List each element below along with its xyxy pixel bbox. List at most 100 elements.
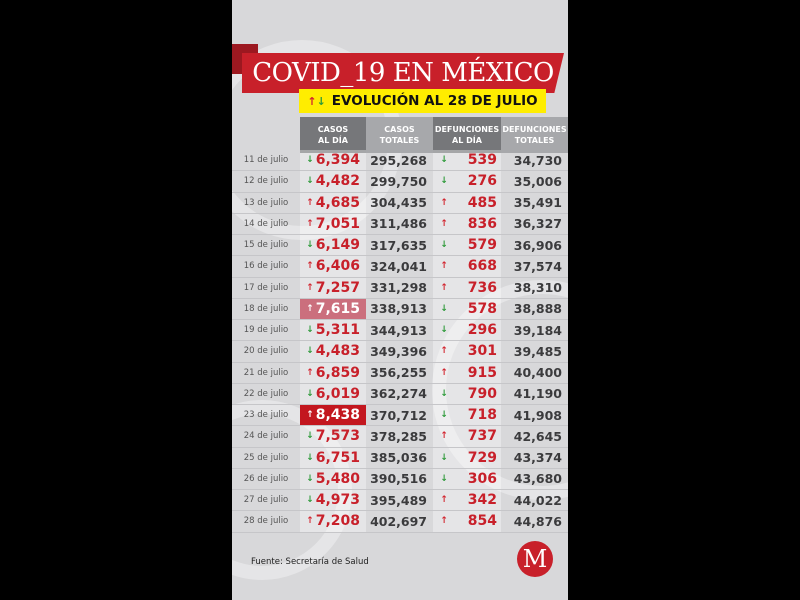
milenio-logo: M (517, 541, 553, 577)
header-cases-total: CASOS TOTALES (366, 117, 433, 153)
cases-total: 378,285 (370, 428, 427, 444)
cases-total-cell: 338,913 (366, 299, 433, 319)
deaths-total: 34,730 (513, 152, 562, 168)
date-cell: 16 de julio (232, 256, 300, 276)
date: 27 de julio (243, 495, 289, 506)
cases-total-cell: 378,285 (366, 426, 433, 446)
cases-day-cell: ↑ 8,438 (300, 405, 366, 426)
source-note: Fuente: Secretaría de Salud (251, 557, 369, 567)
arrow-up-icon: ↑ (306, 367, 314, 378)
deaths-total-cell: 43,680 (501, 469, 568, 489)
arrow-down-icon: ↓ (440, 452, 448, 463)
deaths-day-cell: ↑ 836 (433, 213, 501, 234)
date-cell: 26 de julio (232, 469, 300, 489)
cases-day-cell: ↓ 6,751 (300, 447, 366, 468)
cases-total: 304,435 (370, 195, 427, 211)
arrow-down-icon: ↓ (306, 176, 314, 187)
deaths-day-cell: ↑ 485 (433, 192, 501, 213)
header-deaths-total: DEFUNCIONES TOTALES (501, 117, 568, 153)
cases-day: 7,573 (315, 428, 360, 445)
table-row: 19 de julio ↓ 5,311 344,913 ↓ 296 39,184 (232, 320, 568, 342)
deaths-total-cell: 36,327 (501, 214, 568, 234)
deaths-day: 729 (467, 449, 497, 466)
cases-total: 385,036 (370, 450, 427, 466)
deaths-total: 35,491 (513, 195, 562, 211)
arrow-down-icon: ↓ (306, 388, 314, 399)
date-cell: 21 de julio (232, 363, 300, 383)
table-header: CASOS AL DÍA CASOS TOTALES DEFUNCIONES A… (232, 117, 568, 153)
cases-day: 7,257 (315, 279, 360, 296)
cases-total: 395,489 (370, 492, 427, 508)
date: 26 de julio (243, 473, 289, 484)
date: 18 de julio (243, 303, 289, 314)
date: 23 de julio (243, 410, 289, 421)
arrow-down-icon: ↓ (440, 303, 448, 314)
table-row: 24 de julio ↓ 7,573 378,285 ↑ 737 42,645 (232, 426, 568, 448)
arrow-down-icon: ↓ (440, 176, 448, 187)
arrow-down-icon: ↓ (306, 431, 314, 442)
cases-day-cell: ↑ 7,257 (300, 277, 366, 298)
deaths-day-cell: ↑ 854 (433, 511, 501, 532)
cases-day-cell: ↓ 5,480 (300, 468, 366, 489)
date: 25 de julio (243, 452, 289, 463)
arrow-up-icon: ↑ (440, 431, 448, 442)
date-cell: 18 de julio (232, 299, 300, 319)
cases-total: 356,255 (370, 365, 427, 381)
deaths-day: 737 (467, 428, 497, 445)
cases-day-cell: ↓ 6,019 (300, 383, 366, 404)
cases-day: 4,685 (315, 194, 360, 211)
deaths-day-cell: ↑ 915 (433, 362, 501, 383)
table-row: 13 de julio ↑ 4,685 304,435 ↑ 485 35,491 (232, 192, 568, 214)
cases-total: 311,486 (370, 216, 427, 232)
subtitle-bar: ↑↓ EVOLUCIÓN AL 28 DE JULIO (299, 89, 546, 113)
deaths-total: 44,876 (513, 513, 562, 529)
cases-day-cell: ↓ 7,573 (300, 426, 366, 447)
cases-day: 7,051 (315, 215, 360, 232)
deaths-total: 43,680 (513, 471, 562, 487)
deaths-total: 39,184 (513, 322, 562, 338)
cases-day: 6,019 (315, 385, 360, 402)
date-cell: 12 de julio (232, 171, 300, 191)
arrow-up-icon: ↑ (306, 410, 314, 421)
cases-day-cell: ↑ 4,685 (300, 192, 366, 213)
cases-total-cell: 349,396 (366, 341, 433, 361)
deaths-day-cell: ↑ 342 (433, 490, 501, 511)
deaths-total-cell: 36,906 (501, 235, 568, 255)
deaths-total-cell: 38,888 (501, 299, 568, 319)
deaths-total: 43,374 (513, 450, 562, 466)
table-body: 11 de julio ↓ 6,394 295,268 ↓ 539 34,730 12 de … (232, 150, 568, 533)
table-row: 22 de julio ↓ 6,019 362,274 ↓ 790 41,190 (232, 383, 568, 405)
arrow-up-icon: ↑ (306, 261, 314, 272)
date: 12 de julio (243, 176, 289, 187)
arrow-up-icon: ↑ (440, 346, 448, 357)
cases-total: 344,913 (370, 322, 427, 338)
deaths-total-cell: 44,876 (501, 511, 568, 531)
arrow-down-icon: ↓ (440, 325, 448, 336)
table-row: 25 de julio ↓ 6,751 385,036 ↓ 729 43,374 (232, 447, 568, 469)
deaths-day: 578 (467, 300, 497, 317)
up-down-arrows-icon: ↑↓ (307, 94, 326, 108)
date-cell: 19 de julio (232, 320, 300, 340)
deaths-day-cell: ↑ 736 (433, 277, 501, 298)
cases-total: 390,516 (370, 471, 427, 487)
deaths-day: 854 (467, 513, 497, 530)
infographic: COVID_19 EN MÉXICO ↑↓ EVOLUCIÓN AL 28 DE… (232, 0, 568, 600)
date: 17 de julio (243, 282, 289, 293)
deaths-day-cell: ↓ 539 (433, 150, 501, 171)
arrow-down-icon: ↓ (440, 240, 448, 251)
deaths-day: 736 (467, 279, 497, 296)
deaths-total-cell: 35,006 (501, 171, 568, 191)
deaths-total-cell: 34,730 (501, 150, 568, 170)
cases-total: 324,041 (370, 258, 427, 274)
header-deaths-day: DEFUNCIONES AL DÍA (433, 117, 501, 153)
cases-day-cell: ↓ 6,149 (300, 235, 366, 256)
deaths-day-cell: ↓ 578 (433, 298, 501, 319)
cases-total-cell: 295,268 (366, 150, 433, 170)
deaths-total-cell: 41,908 (501, 405, 568, 425)
cases-day: 4,483 (315, 343, 360, 360)
date-cell: 14 de julio (232, 214, 300, 234)
date: 22 de julio (243, 388, 289, 399)
deaths-total-cell: 40,400 (501, 363, 568, 383)
table-row: 21 de julio ↑ 6,859 356,255 ↑ 915 40,400 (232, 362, 568, 384)
cases-total: 299,750 (370, 173, 427, 189)
